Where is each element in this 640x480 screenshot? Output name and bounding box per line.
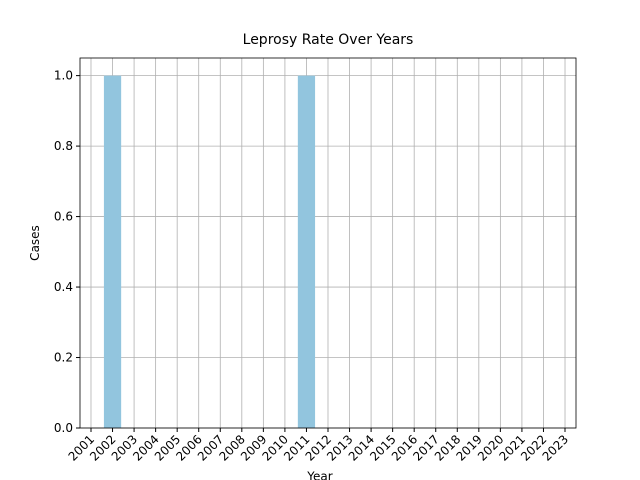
bar bbox=[103, 75, 122, 428]
chart-title: Leprosy Rate Over Years bbox=[243, 32, 414, 48]
bar bbox=[297, 75, 316, 428]
plot-frame bbox=[79, 57, 577, 429]
y-tick-label: 0.8 bbox=[54, 139, 73, 153]
y-tick-label: 0.4 bbox=[54, 280, 73, 294]
x-axis-label: Year bbox=[306, 470, 332, 480]
y-tick-label: 0.2 bbox=[54, 351, 73, 365]
y-tick-label: 0.6 bbox=[54, 210, 73, 224]
y-tick-label: 0.0 bbox=[54, 421, 73, 435]
y-axis-label: Cases bbox=[28, 225, 42, 261]
y-tick-label: 1.0 bbox=[54, 69, 73, 83]
